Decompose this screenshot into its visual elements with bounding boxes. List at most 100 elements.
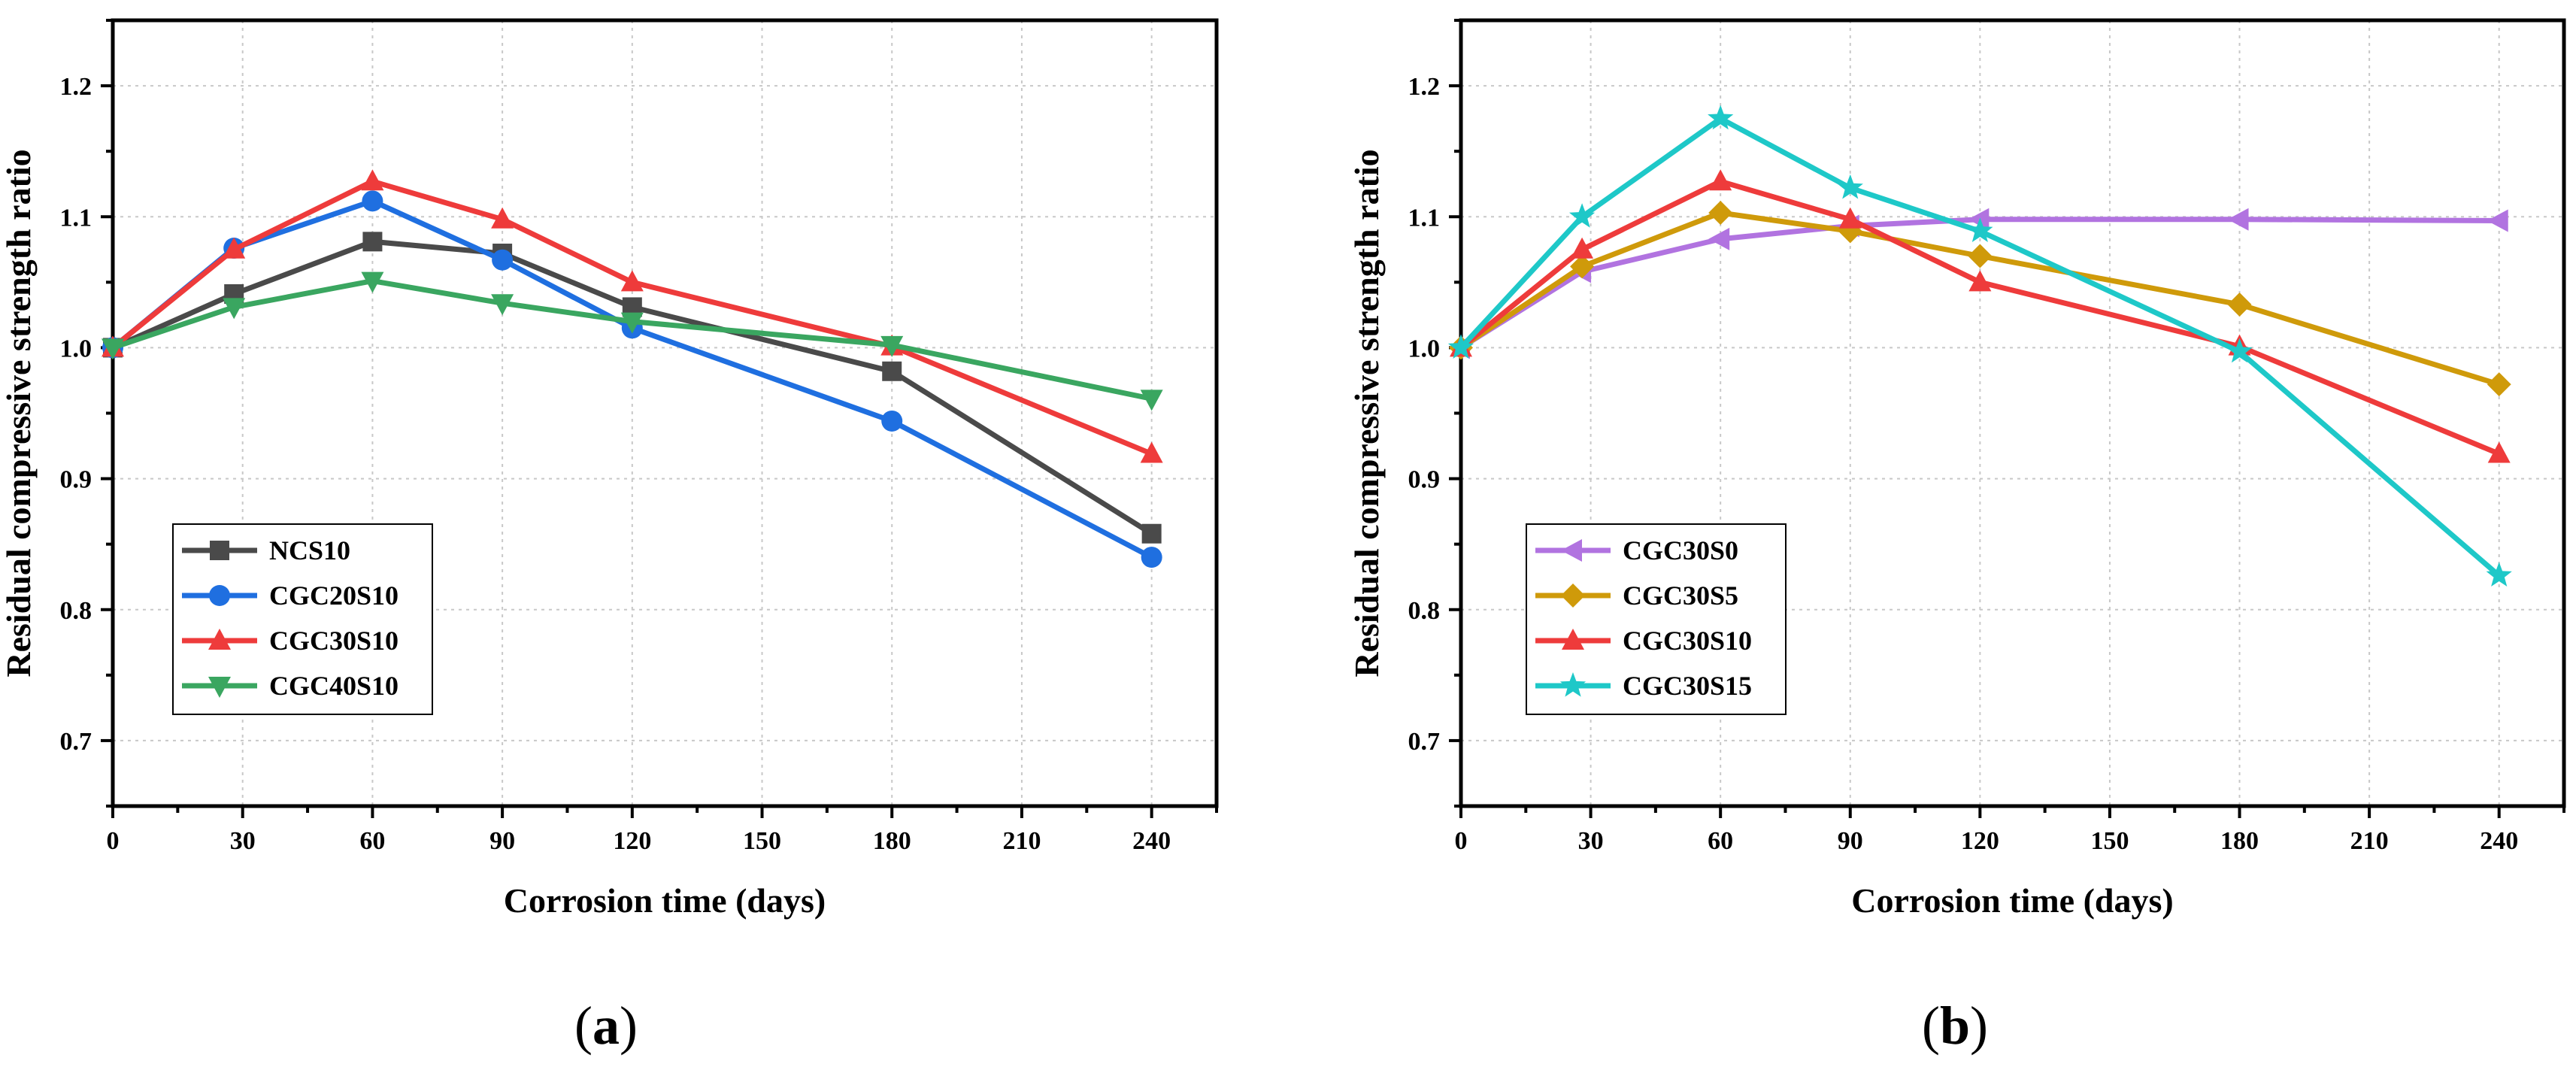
data-point (491, 207, 514, 229)
legend-item: CGC30S15 (1535, 671, 1752, 701)
legend-label: CGC20S10 (269, 580, 399, 611)
legend-item: CGC30S10 (182, 626, 399, 656)
legend-item: NCS10 (182, 535, 350, 565)
x-tick-label: 60 (359, 827, 385, 855)
series-CGC30S15 (1447, 105, 2512, 587)
x-tick-label: 0 (107, 827, 120, 855)
y-axis: 0.7 0.8 0.9 1.0 1.1 1.2 (60, 19, 113, 808)
data-point (1838, 207, 1862, 229)
y-tick-label: 0.8 (60, 597, 92, 625)
data-point (1968, 270, 1992, 292)
x-axis: 0 30 60 90 120 150 180 210 240 (107, 806, 1218, 855)
data-point (1141, 547, 1162, 568)
legend-marker (209, 585, 230, 606)
data-point (1140, 390, 1163, 411)
y-tick-label: 1.0 (60, 335, 92, 362)
legend-item: CGC40S10 (182, 671, 399, 701)
y-tick-label: 1.1 (60, 204, 92, 232)
data-point (620, 312, 644, 334)
data-point (2227, 208, 2249, 231)
legend-label: CGC30S0 (1623, 535, 1738, 565)
data-point (1708, 105, 1734, 130)
y-tick-label: 1.0 (1408, 335, 1441, 362)
data-point (2227, 292, 2252, 317)
data-point (1141, 523, 1162, 544)
x-axis-title: Corrosion time (days) (504, 881, 826, 920)
data-point (361, 169, 384, 191)
data-point (1968, 208, 1990, 231)
data-point (2487, 441, 2511, 463)
x-tick-label: 30 (1578, 827, 1604, 855)
data-point (361, 271, 384, 293)
data-point (1709, 169, 1732, 191)
y-tick-label: 1.1 (1408, 204, 1441, 232)
data-point (1968, 244, 1993, 268)
y-tick-label: 0.7 (1408, 728, 1441, 756)
y-axis-title: Residual compressive strength ratio (1347, 149, 1386, 677)
y-tick-label: 0.9 (60, 466, 92, 494)
y-axis-title: Residual compressive strength ratio (0, 149, 38, 677)
data-point (1708, 227, 1730, 250)
grid (1461, 20, 2564, 806)
legend-marker (1562, 629, 1584, 650)
data-point (881, 410, 903, 432)
y-tick-label: 1.2 (1408, 73, 1441, 101)
data-point (223, 237, 246, 259)
x-tick-label: 90 (489, 827, 515, 855)
x-axis-title: Corrosion time (days) (1851, 881, 2173, 920)
y-tick-label: 0.7 (60, 728, 92, 756)
chart-panel-b: 0 30 60 90 120 150 180 210 240 0.7 0.8 0.9 1.0 1.1 1.2… (1347, 18, 2566, 1056)
series-CGC40S10 (102, 271, 1163, 411)
data-point (620, 270, 644, 292)
legend-label: NCS10 (269, 535, 350, 565)
x-tick-label: 60 (1708, 827, 1733, 855)
x-tick-label: 0 (1455, 827, 1468, 855)
legend-marker (1561, 539, 1582, 562)
panel-label: (b) (1922, 996, 1988, 1056)
x-tick-label: 210 (1002, 827, 1041, 855)
data-point (102, 338, 124, 360)
data-point (1967, 217, 1993, 242)
data-point (1570, 254, 1595, 279)
data-point (1571, 237, 1594, 259)
y-tick-label: 0.8 (1408, 597, 1441, 625)
legend-item: CGC30S10 (1535, 626, 1752, 656)
x-tick-label: 180 (873, 827, 911, 855)
x-tick-label: 120 (613, 827, 651, 855)
legend-marker (208, 677, 231, 698)
x-tick-label: 240 (2480, 827, 2518, 855)
x-tick-label: 150 (743, 827, 781, 855)
x-tick-label: 120 (1961, 827, 1999, 855)
data-point (2487, 372, 2511, 397)
panel-label: (a) (574, 996, 638, 1056)
x-tick-label: 180 (2220, 827, 2259, 855)
legend-marker (1561, 584, 1585, 608)
legend-item: CGC30S0 (1535, 535, 1738, 565)
y-axis: 0.7 0.8 0.9 1.0 1.1 1.2 (1408, 19, 1461, 808)
data-point (1837, 174, 1863, 199)
y-tick-label: 0.9 (1408, 466, 1441, 494)
data-point (492, 249, 514, 271)
legend-marker (208, 629, 231, 650)
legend-label: CGC30S10 (269, 626, 399, 656)
legend-item: CGC20S10 (182, 580, 399, 611)
data-point (491, 294, 514, 316)
chart-panel-a: 0 30 60 90 120 150 180 210 240 0.7 0.8 0.9 1.0 1.1 1.2… (0, 18, 1219, 1056)
data-point (1447, 334, 1474, 359)
x-tick-label: 30 (230, 827, 256, 855)
data-point (880, 335, 904, 357)
data-point (2486, 562, 2512, 587)
data-point (2226, 338, 2253, 363)
legend-label: CGC30S10 (1623, 626, 1752, 656)
legend: CGC30S0 CGC30S5 CGC30S10 CGC30S15 (1526, 523, 1787, 715)
data-point (882, 361, 902, 381)
legend-label: CGC40S10 (269, 671, 399, 701)
x-axis: 0 30 60 90 120 150 180 210 240 (1455, 806, 2565, 855)
legend: NCS10 CGC20S10 CGC30S10 CGC40S10 (172, 523, 433, 715)
data-point (1140, 441, 1163, 463)
data-point (362, 190, 383, 212)
legend-label: CGC30S15 (1623, 671, 1752, 701)
data-point (1569, 203, 1596, 228)
data-point (1708, 201, 1733, 226)
